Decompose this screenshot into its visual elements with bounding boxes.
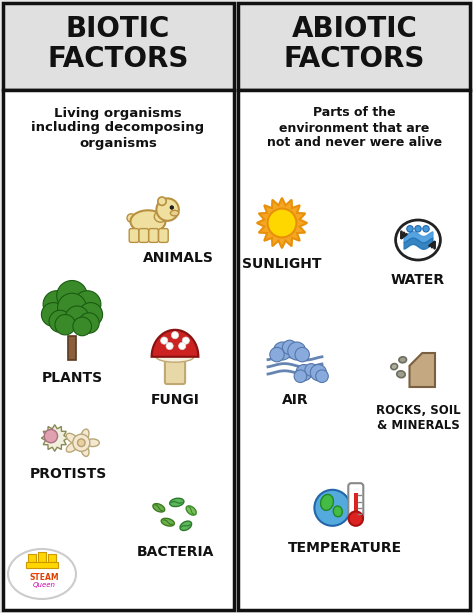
Circle shape — [273, 342, 291, 360]
Circle shape — [73, 317, 92, 336]
Text: SUNLIGHT: SUNLIGHT — [242, 257, 322, 271]
FancyBboxPatch shape — [3, 3, 234, 90]
FancyBboxPatch shape — [38, 552, 46, 562]
Ellipse shape — [8, 549, 76, 599]
FancyBboxPatch shape — [129, 229, 139, 242]
Text: WATER: WATER — [391, 273, 445, 287]
Circle shape — [179, 343, 186, 349]
Circle shape — [157, 199, 179, 221]
FancyBboxPatch shape — [68, 336, 76, 360]
Polygon shape — [257, 198, 307, 248]
Text: ABIOTIC
FACTORS: ABIOTIC FACTORS — [284, 15, 425, 73]
Ellipse shape — [170, 498, 184, 506]
Text: Queen: Queen — [33, 582, 55, 588]
FancyBboxPatch shape — [348, 483, 363, 518]
Circle shape — [294, 370, 307, 383]
Ellipse shape — [131, 210, 166, 233]
Circle shape — [407, 226, 413, 232]
Circle shape — [268, 208, 297, 237]
Circle shape — [315, 490, 350, 526]
FancyBboxPatch shape — [353, 492, 358, 512]
Circle shape — [79, 313, 99, 333]
FancyBboxPatch shape — [158, 229, 168, 242]
Text: STEAM: STEAM — [29, 573, 59, 582]
Ellipse shape — [170, 210, 179, 216]
Polygon shape — [152, 330, 198, 357]
Text: FUNGI: FUNGI — [150, 393, 200, 407]
Ellipse shape — [180, 521, 192, 530]
Text: ROCKS, SOIL
& MINERALS: ROCKS, SOIL & MINERALS — [376, 404, 460, 432]
Circle shape — [182, 337, 189, 345]
Circle shape — [73, 434, 90, 451]
Circle shape — [79, 303, 103, 326]
FancyBboxPatch shape — [165, 353, 185, 384]
Ellipse shape — [81, 429, 89, 442]
Ellipse shape — [186, 506, 196, 515]
Text: Living organisms
including decomposing
organisms: Living organisms including decomposing o… — [31, 107, 204, 150]
Ellipse shape — [154, 211, 167, 222]
Circle shape — [282, 340, 297, 354]
Polygon shape — [42, 425, 68, 451]
Ellipse shape — [86, 439, 99, 446]
Text: BIOTIC
FACTORS: BIOTIC FACTORS — [47, 15, 189, 73]
Ellipse shape — [399, 357, 406, 363]
Circle shape — [58, 293, 87, 322]
Circle shape — [305, 364, 317, 376]
Ellipse shape — [395, 220, 440, 260]
Circle shape — [78, 439, 85, 446]
Circle shape — [158, 197, 166, 205]
Text: TEMPERATURE: TEMPERATURE — [288, 541, 402, 555]
Ellipse shape — [161, 519, 175, 526]
FancyBboxPatch shape — [3, 90, 234, 610]
Circle shape — [349, 511, 363, 526]
Circle shape — [166, 343, 173, 349]
Circle shape — [55, 314, 75, 335]
Text: AIR: AIR — [282, 393, 308, 407]
Circle shape — [161, 337, 168, 345]
Circle shape — [310, 365, 326, 381]
Circle shape — [296, 365, 312, 381]
FancyBboxPatch shape — [48, 554, 56, 562]
Circle shape — [65, 306, 89, 330]
Ellipse shape — [321, 495, 333, 511]
Circle shape — [171, 332, 179, 339]
Text: PROTISTS: PROTISTS — [29, 467, 106, 481]
Ellipse shape — [153, 504, 165, 512]
Circle shape — [170, 206, 174, 209]
Circle shape — [74, 291, 101, 318]
Ellipse shape — [66, 442, 78, 452]
FancyBboxPatch shape — [238, 3, 470, 90]
Ellipse shape — [333, 506, 342, 517]
Circle shape — [288, 342, 306, 360]
Circle shape — [49, 310, 71, 332]
Text: ANIMALS: ANIMALS — [142, 251, 213, 265]
Circle shape — [44, 430, 58, 443]
Ellipse shape — [397, 371, 405, 378]
FancyBboxPatch shape — [139, 229, 149, 242]
Circle shape — [315, 370, 328, 383]
Circle shape — [295, 348, 309, 362]
Text: BACTERIA: BACTERIA — [136, 545, 214, 559]
FancyBboxPatch shape — [26, 562, 58, 568]
Circle shape — [43, 291, 70, 318]
Circle shape — [57, 281, 88, 311]
Circle shape — [423, 226, 429, 232]
FancyBboxPatch shape — [238, 90, 470, 610]
Text: PLANTS: PLANTS — [42, 371, 103, 385]
Circle shape — [415, 226, 421, 232]
Circle shape — [270, 348, 284, 362]
Circle shape — [42, 303, 65, 326]
Ellipse shape — [391, 364, 397, 370]
FancyBboxPatch shape — [28, 554, 36, 562]
Ellipse shape — [81, 444, 89, 457]
Ellipse shape — [66, 433, 78, 443]
Circle shape — [127, 214, 135, 222]
FancyBboxPatch shape — [149, 229, 158, 242]
Polygon shape — [410, 353, 435, 387]
Text: Parts of the
environment that are
not and never were alive: Parts of the environment that are not an… — [267, 107, 442, 150]
Ellipse shape — [156, 351, 194, 362]
